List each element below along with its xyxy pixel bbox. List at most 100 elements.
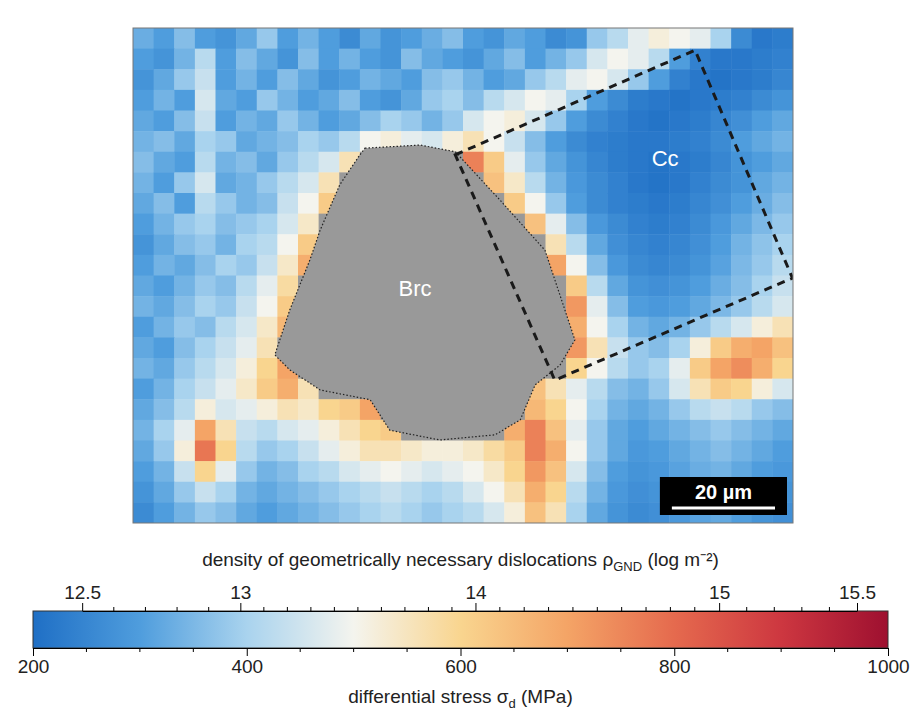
cell — [442, 111, 463, 132]
cell — [277, 234, 298, 255]
cell — [690, 172, 711, 193]
tick: 400 — [231, 648, 263, 677]
minor-tick — [781, 648, 782, 652]
cell — [566, 172, 587, 193]
cell — [422, 111, 443, 132]
cell — [484, 441, 505, 462]
cell — [236, 255, 257, 276]
cell — [133, 111, 154, 132]
cell — [236, 502, 257, 523]
cell — [339, 131, 360, 152]
cell — [752, 28, 773, 49]
cell — [277, 276, 298, 297]
cell — [442, 461, 463, 482]
cell — [216, 502, 237, 523]
tick-label: 800 — [659, 656, 691, 677]
cell — [277, 482, 298, 503]
cell — [133, 90, 154, 111]
cell — [525, 482, 546, 503]
cell — [649, 111, 670, 132]
cell — [360, 28, 381, 49]
cell — [649, 90, 670, 111]
cell — [154, 172, 175, 193]
cell — [628, 234, 649, 255]
cell — [772, 214, 793, 235]
cell — [525, 461, 546, 482]
tick: 14 — [465, 582, 487, 611]
cell — [133, 379, 154, 400]
cell — [566, 482, 587, 503]
cell — [257, 276, 278, 297]
cell — [628, 337, 649, 358]
cell — [463, 28, 484, 49]
figure: BrcCc20 µm200400600800100012.513141515.5… — [0, 0, 921, 716]
cell — [752, 379, 773, 400]
cell — [236, 152, 257, 173]
cell — [133, 461, 154, 482]
cell — [339, 482, 360, 503]
cell — [298, 69, 319, 90]
cell — [319, 461, 340, 482]
cell — [752, 172, 773, 193]
cell — [772, 358, 793, 379]
cell — [133, 502, 154, 523]
cell — [236, 296, 257, 317]
cell — [607, 379, 628, 400]
cell — [607, 255, 628, 276]
cell — [133, 441, 154, 462]
tick-label: 15.5 — [839, 582, 876, 603]
cell — [422, 69, 443, 90]
cell — [174, 399, 195, 420]
cell — [484, 28, 505, 49]
cell — [133, 69, 154, 90]
cell — [442, 69, 463, 90]
cell — [649, 358, 670, 379]
cell — [546, 69, 567, 90]
cell — [236, 337, 257, 358]
minor-tick — [451, 607, 452, 611]
cell — [195, 502, 216, 523]
cell — [154, 358, 175, 379]
cell — [649, 214, 670, 235]
cell — [752, 90, 773, 111]
cell — [360, 69, 381, 90]
cell — [525, 49, 546, 70]
cell — [360, 49, 381, 70]
tick-mark — [461, 648, 462, 656]
cell — [154, 152, 175, 173]
cell — [174, 379, 195, 400]
cell — [319, 172, 340, 193]
cell — [216, 234, 237, 255]
tick-label: 14 — [465, 582, 487, 603]
annotation: Brc — [399, 276, 432, 301]
minor-tick — [829, 607, 830, 611]
cell — [154, 90, 175, 111]
cell — [711, 172, 732, 193]
cell — [195, 131, 216, 152]
cell — [711, 358, 732, 379]
cell — [298, 461, 319, 482]
cell — [628, 152, 649, 173]
cell — [339, 461, 360, 482]
cell — [236, 49, 257, 70]
cell — [772, 317, 793, 338]
cell — [195, 379, 216, 400]
minor-tick — [145, 607, 146, 611]
cell — [711, 49, 732, 70]
cell — [195, 152, 216, 173]
cell — [195, 49, 216, 70]
cell — [442, 90, 463, 111]
cell — [484, 502, 505, 523]
cell — [216, 28, 237, 49]
cell — [216, 379, 237, 400]
cell — [339, 399, 360, 420]
cell — [669, 399, 690, 420]
cell — [669, 172, 690, 193]
minor-tick — [774, 607, 775, 611]
cell — [216, 131, 237, 152]
cell — [484, 111, 505, 132]
cell — [216, 90, 237, 111]
cell — [546, 234, 567, 255]
cell — [607, 461, 628, 482]
cell — [628, 49, 649, 70]
